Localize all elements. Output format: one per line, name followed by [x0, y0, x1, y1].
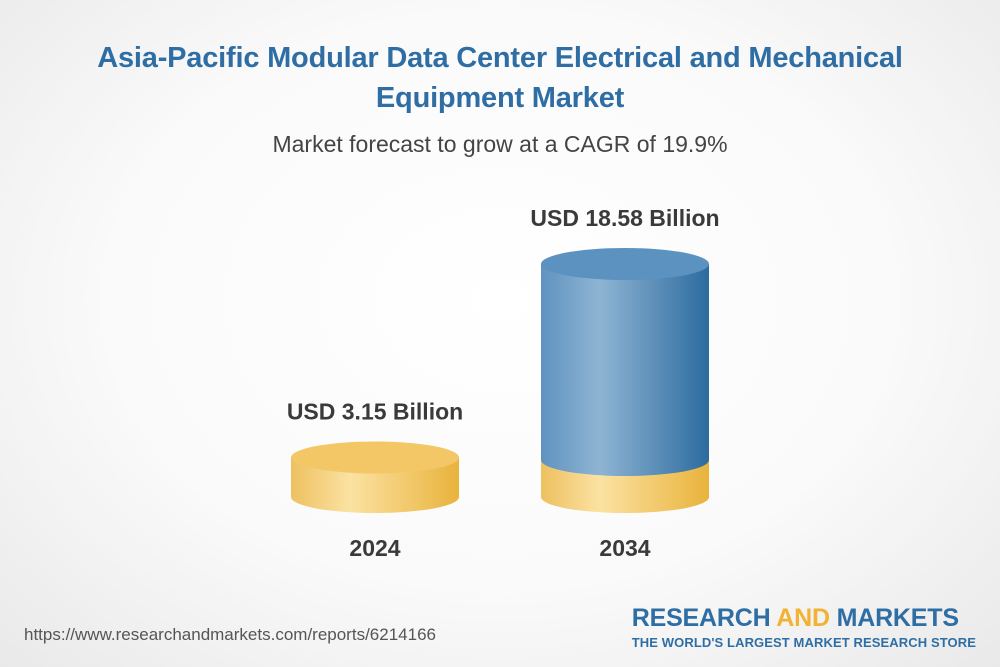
bar-2024-cylinder-top — [291, 441, 459, 474]
bar-2024: USD 3.15 Billion 2024 — [287, 398, 463, 561]
value-label: USD 3.15 Billion — [287, 398, 463, 424]
category-label: 2034 — [599, 535, 650, 561]
bar-2024-cylinder-body — [291, 457, 459, 513]
bar-2034-cylinder-body — [541, 264, 709, 476]
category-label: 2024 — [349, 535, 400, 561]
brand-name-part2: AND — [776, 604, 830, 632]
chart-title: Asia-Pacific Modular Data Center Electri… — [97, 42, 903, 114]
report-url[interactable]: https://www.researchandmarkets.com/repor… — [24, 625, 436, 644]
brand-name-part1: RESEARCH — [631, 604, 777, 632]
brand-name-part3: MARKETS — [829, 604, 959, 632]
brand-logo: RESEARCH AND MARKETS THE WORLD'S LARGEST… — [632, 604, 976, 652]
value-label: USD 18.58 Billion — [530, 205, 719, 231]
brand-tagline: THE WORLD'S LARGEST MARKET RESEARCH STOR… — [631, 635, 976, 650]
chart-subtitle: Market forecast to grow at a CAGR of 19.… — [272, 131, 728, 157]
bar-2034-cylinder-top — [541, 248, 709, 280]
bar-2034: USD 18.58 Billion 2034 — [530, 205, 719, 561]
brand-name: RESEARCH AND MARKETS — [632, 604, 976, 632]
